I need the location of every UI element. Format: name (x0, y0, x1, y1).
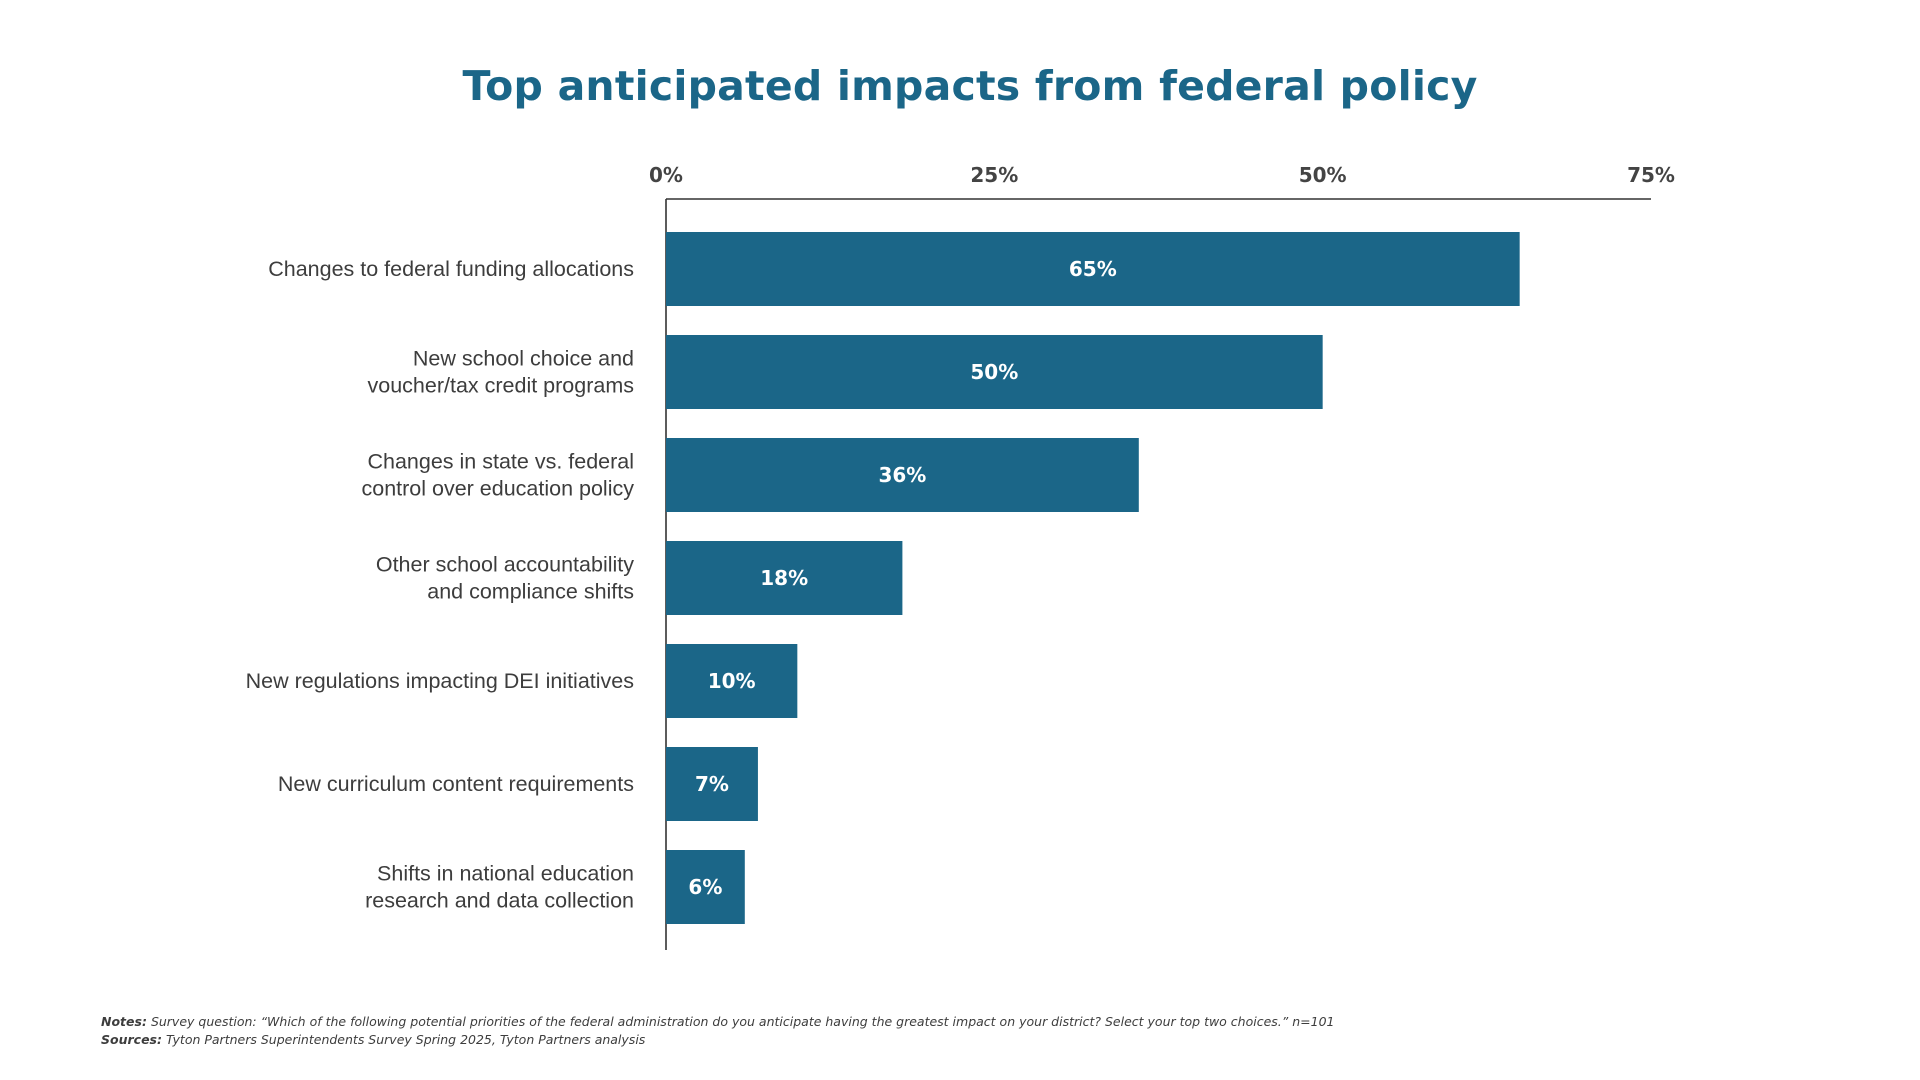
x-tick-label: 50% (1299, 163, 1347, 187)
x-tick-label: 0% (649, 163, 683, 187)
bar-value-label: 36% (878, 463, 926, 487)
category-label-line: Other school accountability (376, 553, 634, 577)
bar (666, 541, 903, 615)
category-label: New curriculum content requirements (278, 772, 634, 796)
x-tick-label: 25% (970, 163, 1018, 187)
category-label-line: Shifts in national education (377, 862, 634, 886)
notes-label: Notes: (101, 1014, 147, 1029)
category-label: Other school accountability and complianc… (376, 553, 634, 604)
sources-line: Sources: Tyton Partners Superintendents … (101, 1031, 1861, 1049)
bar (666, 335, 1323, 409)
category-label-line: Changes to federal funding allocations (268, 257, 634, 281)
category-label-line: and compliance shifts (427, 580, 634, 604)
bar-chart: 0% 25% 50% 75% 65% Changes to federal funding… (246, 163, 1675, 950)
bar (666, 850, 745, 924)
bar (666, 232, 1520, 306)
chart-title: Top anticipated impacts from federal pol… (462, 62, 1478, 110)
category-label-line: voucher/tax credit programs (368, 374, 634, 398)
bar-value-label: 50% (970, 360, 1018, 384)
sources-text: Tyton Partners Superintendents Survey Sp… (165, 1032, 646, 1047)
category-label-line: Changes in state vs. federal (367, 450, 634, 474)
category-label: Changes to federal funding allocations (268, 257, 634, 281)
bar-value-label: 7% (695, 772, 729, 796)
bar-value-label: 10% (708, 669, 756, 693)
category-label: Changes in state vs. federal control over… (362, 450, 635, 501)
category-label: New school choice and voucher/tax credit … (368, 347, 634, 398)
category-label-line: New regulations impacting DEI initiative… (246, 669, 634, 693)
bar-value-label: 65% (1069, 257, 1117, 281)
sources-label: Sources: (101, 1032, 162, 1047)
notes-text: Survey question: “Which of the following… (150, 1014, 1335, 1029)
category-label-line: New curriculum content requirements (278, 772, 634, 796)
category-label: New regulations impacting DEI initiative… (246, 669, 634, 693)
bar-value-label: 6% (688, 875, 722, 899)
category-label-line: New school choice and (413, 347, 634, 371)
bar (666, 747, 758, 821)
chart-footer: Notes: Survey question: “Which of the fo… (101, 1013, 1861, 1049)
category-label-line: research and data collection (365, 889, 634, 913)
bar (666, 438, 1139, 512)
category-label: Shifts in national education research and… (365, 862, 634, 913)
bar (666, 644, 798, 718)
bar-value-label: 18% (760, 566, 808, 590)
category-label-line: control over education policy (362, 477, 635, 501)
x-tick-label: 75% (1627, 163, 1675, 187)
notes-line: Notes: Survey question: “Which of the fo… (101, 1013, 1861, 1031)
